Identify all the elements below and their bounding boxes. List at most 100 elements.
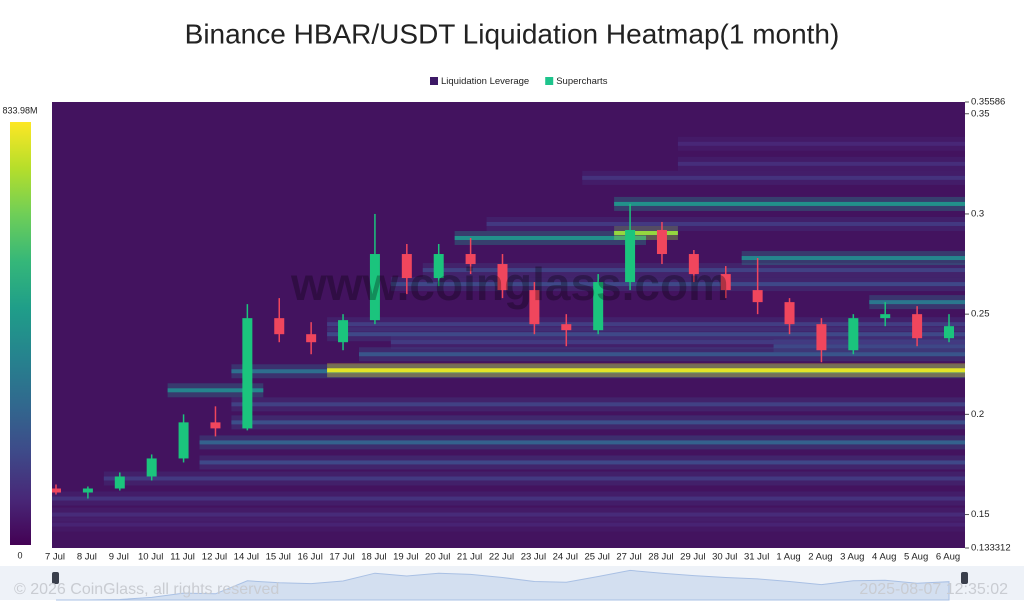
liquidation-band	[773, 344, 965, 349]
candle-body	[688, 254, 699, 275]
legend-swatch	[545, 77, 554, 85]
candle-body	[529, 290, 540, 325]
x-tick-label: 5 Aug	[904, 552, 928, 563]
x-tick-label: 1 Aug	[776, 552, 800, 563]
candle-body	[369, 254, 380, 321]
candle-body	[593, 282, 604, 331]
candle-body	[720, 274, 731, 291]
x-tick-label: 10 Jul	[138, 552, 163, 563]
x-tick-label: 31 Jul	[744, 552, 769, 563]
x-tick-label: 17 Jul	[329, 552, 354, 563]
candle-body	[816, 324, 827, 351]
legend-swatch	[430, 77, 438, 85]
x-tick-label: 22 Jul	[489, 552, 514, 563]
candle-body	[210, 422, 221, 429]
x-tick-label: 18 Jul	[361, 552, 386, 563]
liquidation-band	[52, 512, 965, 517]
y-tick-label: 0.2	[971, 409, 984, 420]
colorbar-label: 0	[17, 550, 22, 560]
navigator-handle[interactable]	[52, 572, 59, 584]
candle-body	[433, 254, 444, 279]
candle-body	[944, 326, 954, 339]
liquidation-band	[582, 175, 965, 180]
liquidation-band	[390, 282, 965, 287]
y-tick-label: 0.35586	[971, 97, 1005, 108]
liquidation-band	[614, 201, 965, 206]
liquidation-band	[454, 235, 647, 240]
x-tick-label: 20 Jul	[425, 552, 450, 563]
x-tick-label: 12 Jul	[202, 552, 227, 563]
y-tick-label: 0.15	[971, 509, 990, 520]
liquidation-band	[103, 476, 965, 481]
candle-body	[146, 458, 157, 477]
liquidation-band	[231, 402, 965, 407]
liquidation-band	[486, 221, 965, 226]
candle-body	[880, 314, 891, 319]
liquidation-band	[327, 332, 965, 337]
x-tick-label: 9 Jul	[109, 552, 129, 563]
liquidation-band	[231, 420, 965, 425]
candle-body	[82, 488, 93, 493]
legend-label: Liquidation Leverage	[441, 76, 529, 87]
navigator-handle[interactable]	[961, 572, 968, 584]
x-tick-label: 8 Jul	[77, 552, 97, 563]
candle-body	[52, 488, 61, 493]
candle-body	[561, 324, 572, 331]
liquidation-band	[358, 352, 965, 357]
candle-body	[465, 254, 476, 265]
candle-body	[401, 254, 412, 279]
x-tick-label: 7 Jul	[45, 552, 65, 563]
x-tick-label: 4 Aug	[872, 552, 896, 563]
x-tick-label: 21 Jul	[457, 552, 482, 563]
liquidation-band	[327, 322, 965, 327]
candle-body	[306, 334, 317, 343]
colorbar	[10, 122, 31, 545]
x-tick-label: 23 Jul	[521, 552, 546, 563]
x-tick-label: 19 Jul	[393, 552, 418, 563]
candle-body	[338, 320, 349, 343]
footer-right: 2025-08-07 12:35:02	[859, 581, 1008, 598]
colorbar-label: 833.98M	[2, 105, 37, 115]
candle-body	[912, 314, 923, 339]
candle-body	[178, 422, 189, 459]
x-tick-label: 11 Jul	[170, 552, 195, 563]
liquidation-band	[327, 368, 965, 373]
liquidation-band	[167, 388, 264, 393]
liquidation-band	[199, 460, 965, 465]
liquidation-band	[869, 300, 965, 305]
x-tick-label: 15 Jul	[266, 552, 291, 563]
candle-body	[656, 229, 667, 255]
candle-body	[784, 302, 795, 325]
liquidation-band	[741, 256, 965, 261]
candle-body	[114, 476, 125, 489]
x-tick-label: 2 Aug	[808, 552, 832, 563]
watermark: www.coinglass.com	[290, 258, 729, 310]
candle-body	[848, 318, 859, 351]
x-tick-label: 30 Jul	[712, 552, 737, 563]
y-tick-label: 0.35	[971, 108, 990, 119]
x-tick-label: 6 Aug	[936, 552, 960, 563]
candle-body	[497, 264, 508, 291]
x-tick-label: 16 Jul	[297, 552, 322, 563]
x-tick-label: 28 Jul	[648, 552, 673, 563]
candle-body	[274, 318, 285, 335]
liquidation-band	[677, 141, 965, 146]
legend-label: Supercharts	[556, 76, 607, 87]
x-tick-label: 29 Jul	[680, 552, 705, 563]
candle-body	[752, 290, 763, 303]
liquidation-band	[390, 340, 965, 345]
liquidation-band	[52, 522, 965, 527]
navigator-area	[56, 569, 950, 601]
x-tick-label: 25 Jul	[584, 552, 609, 563]
liquidation-band	[199, 440, 965, 445]
candle-body	[242, 318, 253, 429]
x-tick-label: 24 Jul	[553, 552, 578, 563]
y-tick-label: 0.133312	[971, 543, 1011, 554]
chart-title: Binance HBAR/USDT Liquidation Heatmap(1 …	[185, 18, 840, 49]
liquidation-band	[614, 230, 678, 235]
y-tick-label: 0.25	[971, 309, 990, 320]
y-tick-label: 0.3	[971, 208, 984, 219]
candle-body	[625, 229, 636, 283]
footer-left: © 2026 CoinGlass, all rights reserved	[14, 581, 279, 598]
